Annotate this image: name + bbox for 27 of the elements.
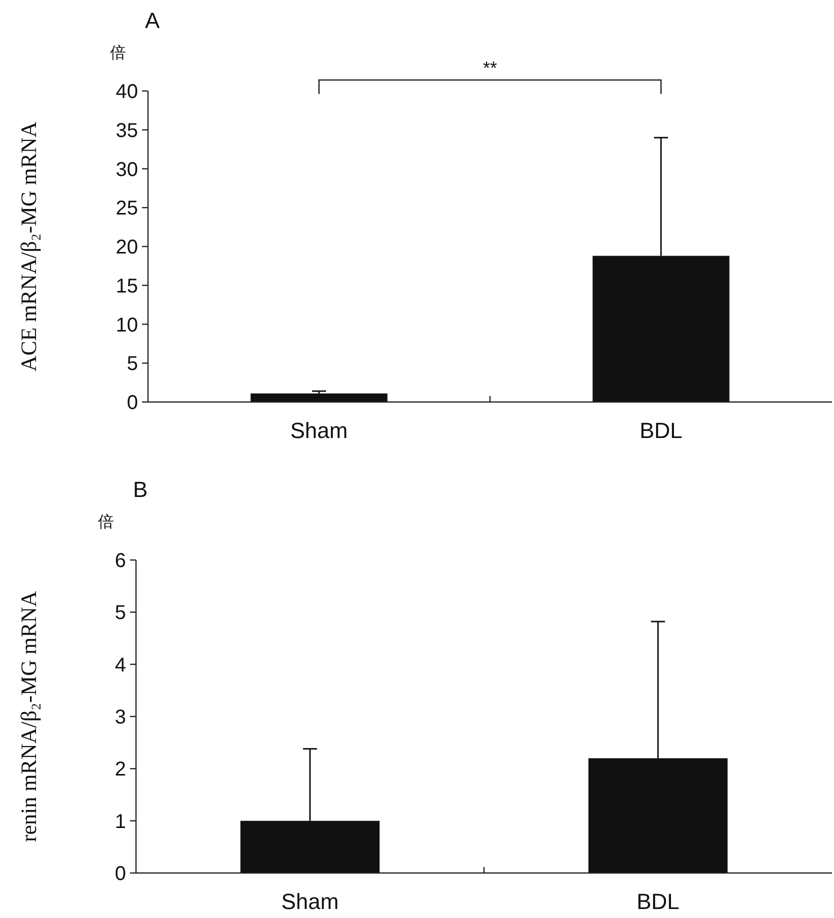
y-tick-label: 0 (114, 863, 126, 885)
text: 倍 (110, 44, 126, 62)
x-tick-label: BDL (636, 889, 680, 914)
y-axis-title: renin mRNA/β₂-MG mRNA (16, 590, 41, 842)
y-tick-label: 30 (116, 158, 138, 181)
y-tick-label: 1 (114, 810, 126, 833)
text: ** (482, 58, 498, 78)
y-tick-label: 5 (126, 353, 138, 376)
y-tick-label: 35 (116, 120, 138, 142)
y-tick-label: 3 (114, 706, 126, 728)
y-axis-title: ACE mRNA/β₂-MG mRNA (16, 121, 41, 372)
y-tick-label: 20 (116, 236, 138, 258)
x-tick-label: Sham (281, 889, 339, 914)
y-tick-label: 40 (116, 81, 138, 103)
y-tick-label: 2 (114, 758, 126, 781)
y-tick-label: 5 (114, 602, 126, 624)
chart-title: B (133, 477, 148, 502)
x-tick-label: Sham (290, 418, 348, 443)
x-tick-label: BDL (640, 418, 682, 443)
chart-title: A (145, 8, 160, 33)
y-tick-label: 0 (126, 392, 138, 414)
y-tick-label: 10 (116, 314, 138, 336)
text: 倍 (98, 513, 114, 531)
y-tick-label: 4 (114, 654, 126, 676)
y-tick-label: 15 (116, 275, 138, 298)
y-tick-label: 25 (116, 198, 138, 220)
y-tick-label: 6 (114, 550, 126, 572)
